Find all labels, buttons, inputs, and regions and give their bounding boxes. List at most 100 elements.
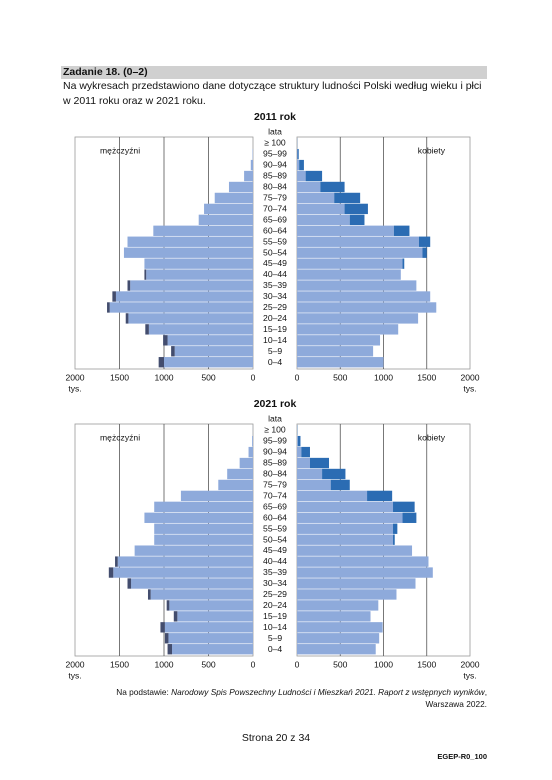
category-label: ≥ 100 [264,138,286,148]
x-tick-label: 1500 [110,372,129,382]
male-excess-bar [144,269,147,280]
male-excess-bar [160,622,165,633]
side-label: kobiety [418,432,446,442]
male-bar [131,578,253,589]
female-excess-bar [418,236,431,247]
category-label: 50–54 [263,247,287,257]
female-bar [297,457,310,469]
category-label: 20–24 [263,600,287,610]
category-label: 80–84 [263,182,287,192]
male-bar [144,512,253,523]
male-bar [154,534,253,545]
female-bar [297,247,423,258]
female-bar [297,280,417,291]
female-bar [297,611,371,622]
category-label: 85–89 [263,171,287,181]
male-excess-bar [145,324,149,335]
x-tick-label: 500 [201,659,216,669]
male-bar [154,501,253,513]
female-bar [297,203,345,215]
male-bar [218,479,253,491]
chart-title: 2011 rok [254,111,296,123]
female-bar [297,214,350,226]
x-tick-label: 2000 [65,659,84,669]
male-bar [228,181,253,193]
male-excess-bar [166,600,170,611]
male-bar [252,435,253,447]
female-excess-bar [330,479,350,491]
category-label: 5–9 [268,346,283,356]
category-label: 65–69 [263,214,287,224]
category-label: 35–39 [263,280,287,290]
category-label: 10–14 [263,622,287,632]
category-label: 60–64 [263,512,287,522]
female-excess-bar [393,501,415,513]
male-bar [148,324,253,335]
x-tick-label: 2000 [460,372,479,382]
male-bar [172,644,253,655]
male-bar [134,545,253,556]
category-label: 45–49 [263,258,287,268]
female-excess-bar [305,170,323,182]
male-bar [248,446,253,458]
male-bar [123,247,253,258]
category-label: 85–89 [263,458,287,468]
female-excess-bar [393,534,395,545]
male-bar [167,335,253,346]
x-tick-label: 0 [251,659,256,669]
female-bar [297,335,381,346]
male-bar [164,622,253,633]
female-bar [297,556,429,567]
category-label: 15–19 [263,324,287,334]
female-bar [297,446,302,458]
category-label: 55–59 [263,523,287,533]
page-number: Strona 20 z 34 [241,732,311,744]
x-unit: tys. [463,670,476,680]
category-label: 10–14 [263,335,287,345]
source-text: Warszawa 2022. [425,699,488,709]
female-excess-bar [422,247,427,258]
female-excess-bar [297,148,299,160]
category-label: 40–44 [263,556,287,566]
male-excess-bar [158,357,164,368]
category-label: 75–79 [263,480,287,490]
female-bar [297,479,331,491]
male-excess-bar [108,567,114,578]
male-bar [174,346,253,357]
female-bar [297,644,376,655]
male-bar [128,313,253,324]
female-bar [297,324,399,335]
female-bar [297,181,321,193]
side-label: mężczyźni [100,145,140,155]
category-label: 45–49 [263,545,287,555]
female-bar [297,501,394,513]
side-label: mężczyźni [100,432,140,442]
male-bar [154,523,253,534]
category-label: 50–54 [263,534,287,544]
female-bar [297,523,394,534]
task-header: Zadanie 18. (0–2) [61,66,487,79]
category-label: 35–39 [263,567,287,577]
female-bar [297,225,394,236]
male-excess-bar [163,335,168,346]
female-bar [297,545,413,556]
female-bar [297,192,335,204]
category-label: 70–74 [263,203,287,213]
female-bar [297,170,306,182]
male-excess-bar [127,578,132,589]
male-bar [113,567,254,578]
female-bar [297,435,298,447]
x-tick-label: 2000 [65,372,84,382]
female-bar [297,159,300,171]
side-label: kobiety [418,145,446,155]
male-bar [239,457,253,469]
male-bar [177,611,253,622]
male-excess-bar [112,291,116,302]
male-bar [180,490,253,502]
male-bar [204,203,253,215]
category-label: 0–4 [268,644,283,654]
female-bar [297,302,437,313]
female-bar [297,258,403,269]
category-label: 90–94 [263,160,287,170]
